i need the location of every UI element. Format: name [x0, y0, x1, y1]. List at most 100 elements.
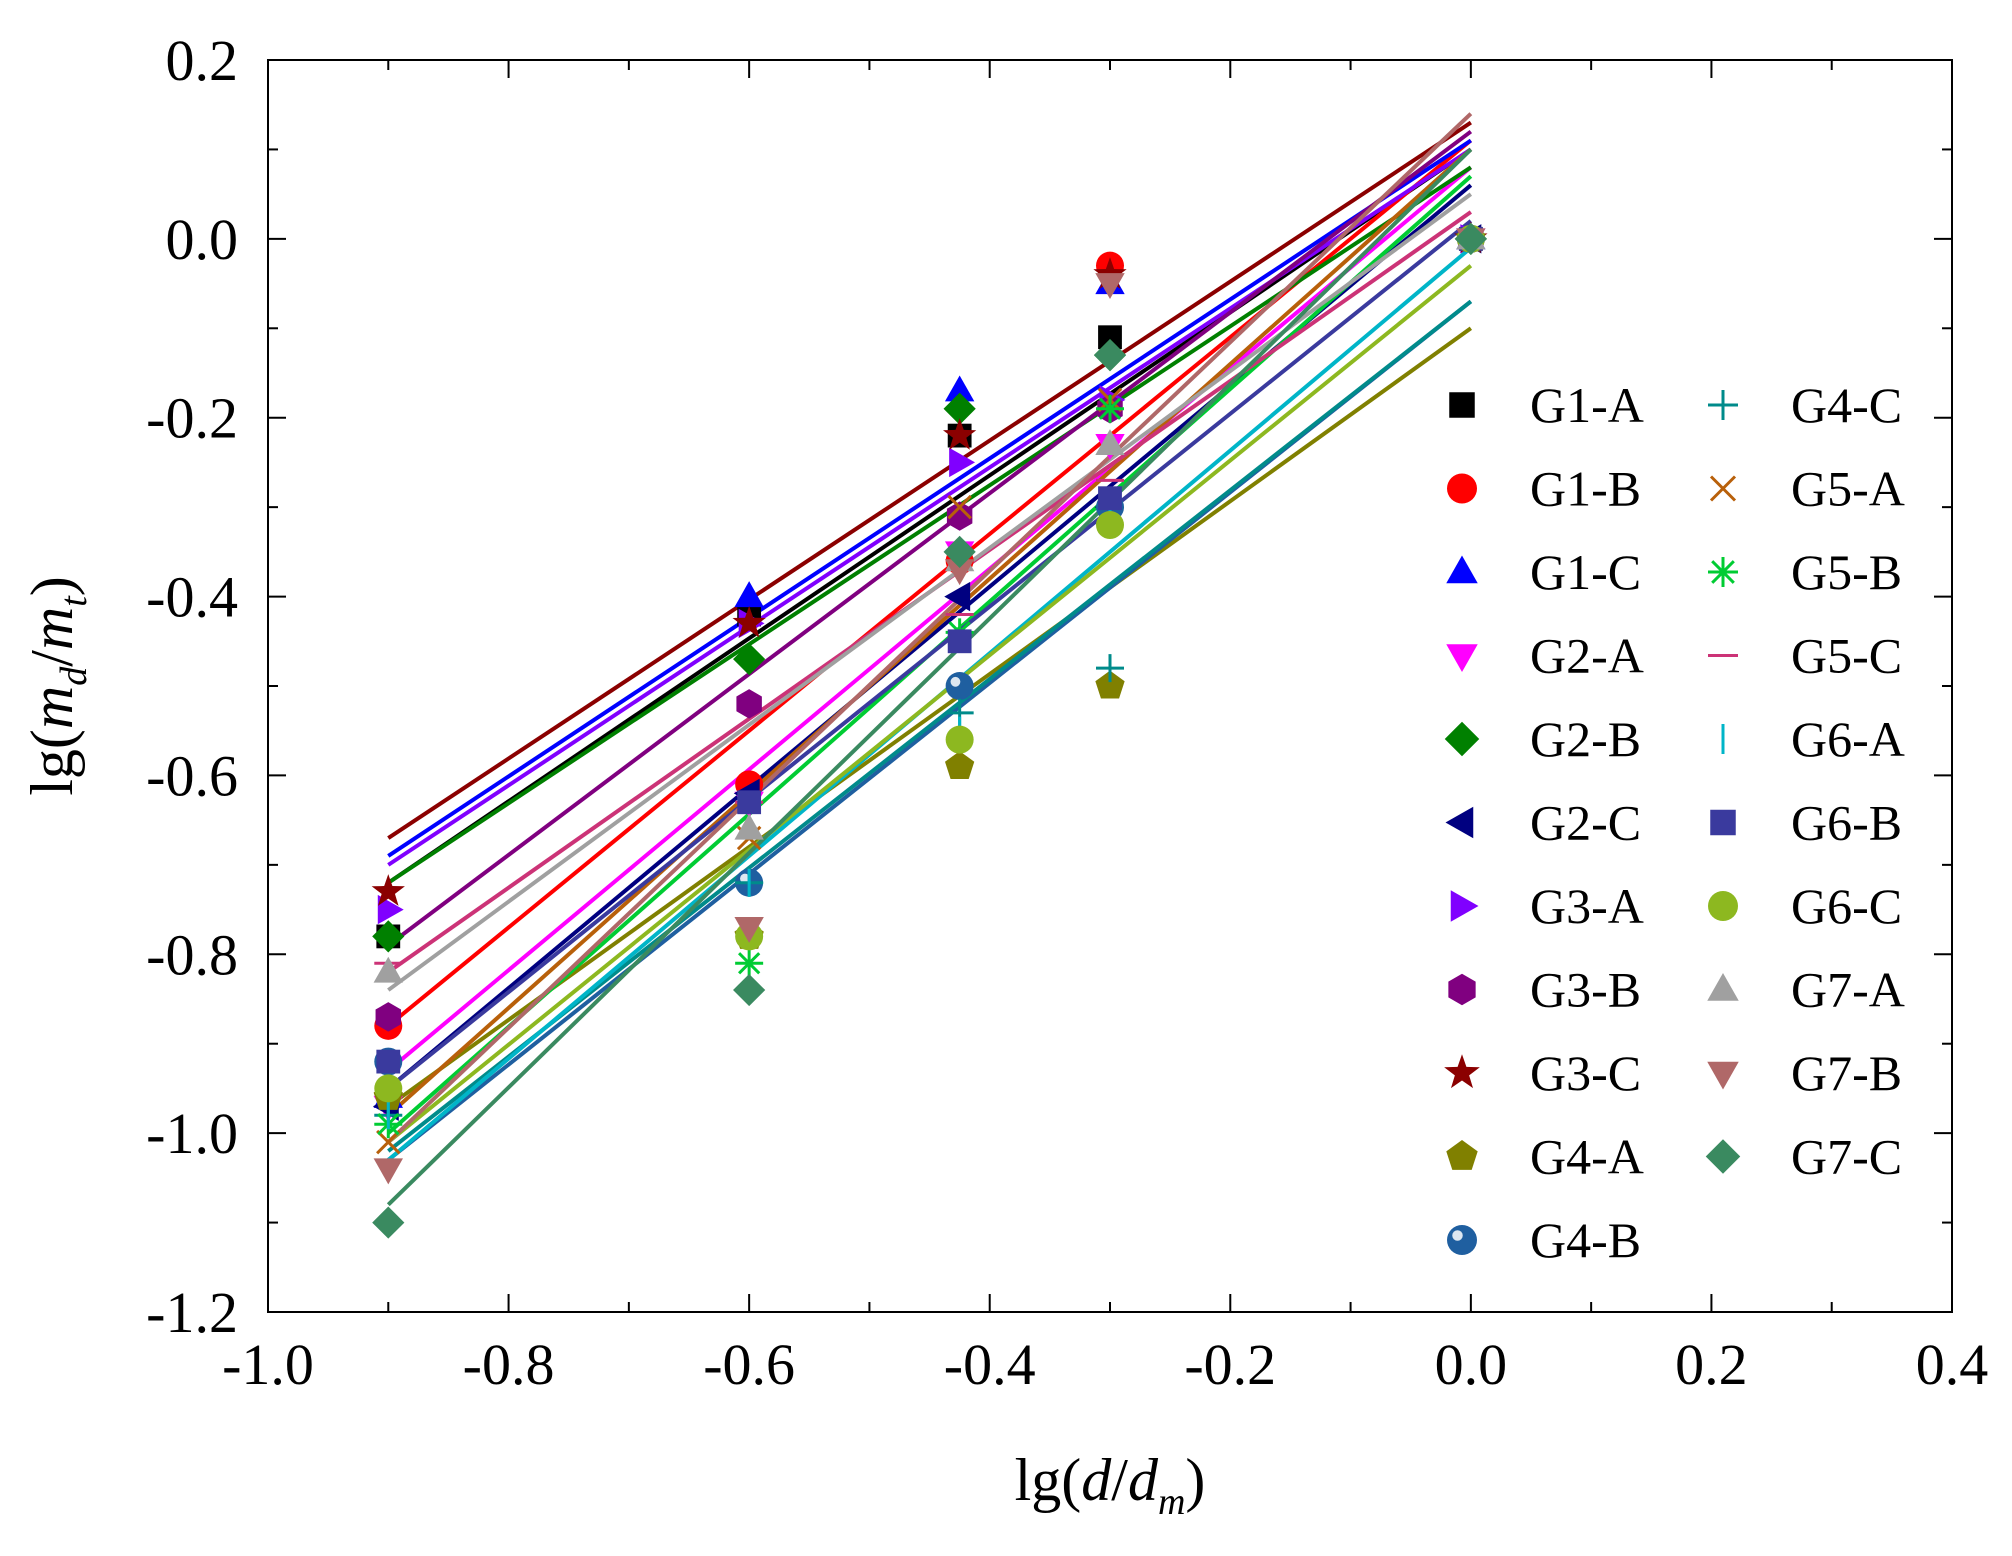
legend-label: G1-A [1530, 377, 1644, 433]
x-tick-label: -0.2 [1184, 1332, 1276, 1397]
legend-label: G2-B [1530, 711, 1641, 767]
legend-item-g5-a: G5-A [1709, 461, 1905, 517]
data-point-g5-a [376, 1129, 401, 1155]
legend-label: G6-A [1791, 711, 1905, 767]
fit-line-g2-a [387, 165, 1473, 1073]
data-point-g3-b [375, 1002, 402, 1032]
data-point-g2-b [733, 643, 766, 676]
data-point-g7-b [373, 1158, 403, 1185]
fit-line-g3-a [387, 147, 1472, 867]
data-point-g7-c [1093, 339, 1127, 372]
data-point-g1-c [944, 375, 975, 402]
legend-item-g1-b: G1-B [1447, 461, 1641, 517]
data-points [371, 221, 1488, 1239]
legend-item-g1-c: G1-C [1446, 544, 1641, 600]
legend-label: G4-A [1530, 1129, 1644, 1185]
legend-label: G6-B [1791, 795, 1902, 851]
legend-item-g3-b: G3-B [1448, 962, 1641, 1018]
legend-marker [1447, 1225, 1477, 1255]
legend-label: G7-C [1791, 1129, 1902, 1185]
legend-marker [1707, 973, 1739, 1001]
legend-marker [1448, 973, 1476, 1006]
fit-line-g1-c [387, 138, 1472, 858]
legend-item-g7-a: G7-A [1707, 962, 1905, 1018]
legend-label: G2-A [1530, 628, 1644, 684]
fit-line-g3-b [387, 129, 1473, 947]
data-point-g5-b [1096, 394, 1124, 423]
fit-line-g3-c [387, 120, 1472, 840]
legend-item-g2-c: G2-C [1445, 795, 1641, 851]
data-point-g6-c [945, 725, 974, 754]
data-point-g5-a [947, 494, 972, 520]
data-point-g3-a [949, 447, 976, 478]
legend-marker [1707, 1061, 1739, 1090]
legend-marker [1445, 806, 1474, 839]
fit-line-g5-a [386, 147, 1473, 1117]
x-tick-label: 0.0 [1435, 1332, 1508, 1397]
data-point-g2-c [944, 581, 971, 612]
legend-label: G7-A [1791, 962, 1905, 1018]
x-tick-label: -0.6 [703, 1332, 795, 1397]
legend-label: G4-C [1791, 377, 1902, 433]
legend-label: G5-C [1791, 628, 1902, 684]
x-tick-label: -0.8 [463, 1332, 555, 1397]
y-tick-label: 0.2 [166, 28, 239, 93]
y-tick-label: -0.8 [146, 922, 238, 987]
legend-label: G7-B [1791, 1045, 1902, 1101]
data-point-g6-c [1096, 511, 1124, 540]
legend-label: G6-C [1791, 878, 1902, 934]
y-tick-label: 0.0 [166, 207, 239, 272]
data-point-g3-c [732, 605, 766, 638]
data-point-g7-a [1095, 429, 1125, 456]
y-tick-label: -1.0 [146, 1101, 238, 1166]
data-point-g7-c [733, 973, 766, 1007]
data-point-g1-c [734, 581, 764, 608]
data-point-g6-c [374, 1074, 403, 1103]
legend-item-g3-c: G3-C [1444, 1045, 1641, 1101]
data-point-g2-b [943, 392, 976, 425]
fit-line-g4-a [387, 326, 1473, 1108]
x-tick-label: -0.4 [944, 1332, 1036, 1397]
y-tick-label: -0.6 [146, 743, 238, 808]
data-point-g4-a [1095, 670, 1125, 699]
legend-item-g7-c: G7-C [1705, 1129, 1902, 1185]
legend-marker [1708, 891, 1738, 921]
legend-item-g6-c: G6-C [1708, 878, 1902, 934]
legend-marker [1708, 390, 1738, 420]
legend-item-g2-b: G2-B [1444, 711, 1641, 767]
legend-marker [1705, 1139, 1741, 1174]
fit-line-g1-a [387, 147, 1472, 885]
legend-label: G3-C [1530, 1045, 1641, 1101]
fit-line-g6-b [387, 219, 1473, 1090]
legend-marker [1709, 475, 1737, 502]
legend-item-g6-b: G6-B [1710, 795, 1902, 851]
legend-item-g4-b: G4-B [1447, 1212, 1641, 1268]
data-point-g7-b [944, 559, 975, 586]
data-point-g7-a [734, 813, 764, 840]
legend-marker [1710, 809, 1736, 836]
legend-item-g4-c: G4-C [1708, 377, 1902, 433]
fit-line-g7-b [386, 112, 1473, 1144]
tick-labels: -1.0 -0.8 -0.6 -0.4 -0.2 0.0 0.2 0.4-1.2-1.0-0.… [146, 28, 1988, 1397]
data-point-g7-c [1454, 222, 1487, 255]
data-point-g2-b [372, 920, 405, 953]
fit-line-g7-c [386, 147, 1473, 1207]
fit-line-g2-b [387, 165, 1472, 885]
legend-item-g3-a: G3-A [1450, 878, 1644, 934]
legend-marker [1450, 890, 1479, 922]
data-point-g4-b [945, 672, 974, 700]
legend-label: G1-C [1530, 544, 1641, 600]
data-point-g3-c [371, 874, 405, 906]
data-point-g3-b [736, 689, 762, 719]
data-point-g3-c [1093, 257, 1127, 289]
data-point-g6-b [947, 629, 972, 654]
legend-label: G3-B [1530, 962, 1641, 1018]
legend-marker [1447, 473, 1477, 504]
data-point-g7-a [373, 956, 403, 983]
x-tick-label: -1.0 [222, 1332, 314, 1397]
legend-marker [1708, 557, 1738, 587]
fit-line-g6-c [387, 264, 1473, 1144]
legend-label: G4-B [1530, 1212, 1641, 1268]
data-point-g6-b [1098, 486, 1122, 511]
legend-item-g7-b: G7-B [1707, 1045, 1902, 1101]
